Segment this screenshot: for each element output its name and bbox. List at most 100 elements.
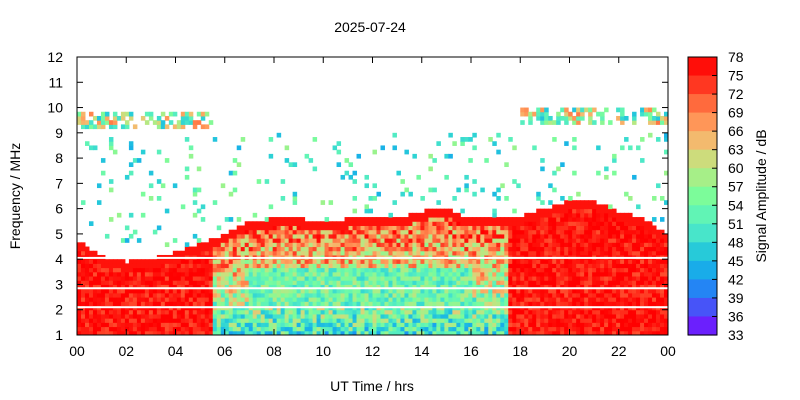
heatmap-cell	[660, 263, 665, 269]
heatmap-cell	[500, 292, 505, 298]
heatmap-cell	[540, 330, 545, 336]
heatmap-cell	[580, 330, 585, 336]
colorbar-band	[688, 131, 717, 151]
heatmap-cell	[108, 284, 114, 290]
heatmap-cell	[296, 267, 302, 273]
heatmap-cell	[448, 263, 453, 269]
heatmap-cell	[256, 263, 262, 269]
heatmap-cell	[252, 313, 258, 319]
heatmap-cell	[556, 204, 561, 210]
heatmap-cell	[228, 263, 234, 269]
heatmap-cell	[124, 322, 130, 328]
heatmap-cell	[144, 288, 150, 294]
heatmap-cell	[612, 221, 617, 226]
heatmap-cell	[352, 250, 358, 256]
heatmap-cell	[380, 246, 385, 252]
heatmap-cell	[112, 330, 118, 336]
heatmap-cell	[284, 259, 290, 264]
heatmap-cell	[148, 322, 154, 328]
heatmap-cell	[408, 292, 413, 298]
heatmap-cell	[276, 217, 282, 222]
heatmap-cell	[228, 267, 234, 273]
heatmap-cell	[520, 313, 525, 319]
heatmap-cell	[460, 326, 465, 332]
heatmap-cell	[324, 233, 330, 239]
heatmap-cell	[128, 318, 134, 323]
heatmap-cell	[660, 301, 665, 307]
heatmap-cell	[308, 318, 314, 323]
heatmap-cell	[96, 267, 102, 273]
heatmap-cell	[540, 246, 545, 252]
heatmap-cell	[188, 271, 194, 277]
heatmap-cell	[436, 259, 441, 264]
heatmap-cell	[500, 238, 505, 243]
heatmap-cell	[352, 313, 358, 319]
heatmap-cell	[468, 233, 473, 239]
heatmap-cell	[352, 276, 358, 281]
heatmap-cell	[156, 301, 162, 307]
heatmap-cell	[552, 313, 557, 319]
heatmap-cell	[532, 301, 537, 307]
heatmap-cell	[408, 263, 413, 269]
heatmap-cell	[132, 267, 138, 273]
heatmap-cell	[428, 271, 433, 277]
heatmap-cell	[612, 246, 617, 252]
heatmap-cell	[476, 246, 481, 252]
heatmap-cell	[480, 284, 485, 290]
heatmap-cell	[428, 330, 433, 336]
heatmap-cell	[96, 124, 102, 130]
heatmap-cell	[476, 217, 481, 222]
heatmap-cell	[148, 280, 154, 285]
heatmap-cell	[172, 276, 178, 281]
heatmap-cell	[452, 212, 457, 218]
heatmap-cell	[500, 271, 505, 277]
heatmap-cell	[312, 263, 318, 269]
heatmap-cell	[568, 322, 573, 328]
heatmap-cell	[444, 238, 449, 243]
heatmap-cell	[356, 233, 362, 239]
heatmap-cell	[628, 250, 633, 256]
heatmap-cell	[384, 259, 389, 264]
heatmap-cell	[408, 330, 413, 336]
heatmap-cell	[312, 225, 318, 231]
heatmap-cell	[648, 322, 653, 328]
heatmap-cell	[420, 259, 425, 264]
heatmap-cell	[484, 229, 489, 235]
heatmap-cell	[196, 297, 202, 302]
heatmap-cell	[536, 196, 541, 201]
heatmap-cell	[564, 212, 569, 218]
heatmap-cell	[616, 107, 621, 113]
heatmap-cell	[620, 217, 625, 222]
heatmap-cell	[456, 280, 461, 285]
heatmap-cell	[500, 233, 505, 239]
heatmap-cell	[608, 326, 613, 332]
heatmap-cell	[588, 330, 593, 336]
heatmap-cell	[376, 318, 381, 323]
heatmap-cell	[396, 170, 401, 176]
heatmap-cell	[112, 115, 118, 121]
heatmap-cell	[88, 280, 94, 285]
heatmap-cell	[616, 238, 621, 243]
heatmap-cell	[404, 309, 409, 315]
heatmap-cell	[548, 242, 553, 248]
heatmap-cell	[216, 292, 222, 298]
heatmap-cell	[556, 292, 561, 298]
heatmap-cell	[272, 292, 278, 298]
heatmap-cell	[468, 250, 473, 256]
heatmap-cell	[616, 225, 621, 231]
heatmap-cell	[308, 292, 314, 298]
heatmap-cell	[336, 276, 342, 281]
heatmap-cell	[432, 280, 437, 285]
heatmap-cell	[484, 318, 489, 323]
heatmap-cell	[160, 309, 166, 315]
heatmap-cell	[448, 318, 453, 323]
heatmap-cell	[344, 221, 350, 226]
heatmap-cell	[136, 318, 142, 323]
heatmap-cell	[244, 318, 250, 323]
heatmap-cell	[348, 225, 354, 231]
heatmap-cell	[392, 242, 397, 248]
heatmap-cell	[588, 111, 593, 117]
heatmap-cell	[392, 229, 397, 235]
heatmap-cell	[184, 174, 190, 180]
